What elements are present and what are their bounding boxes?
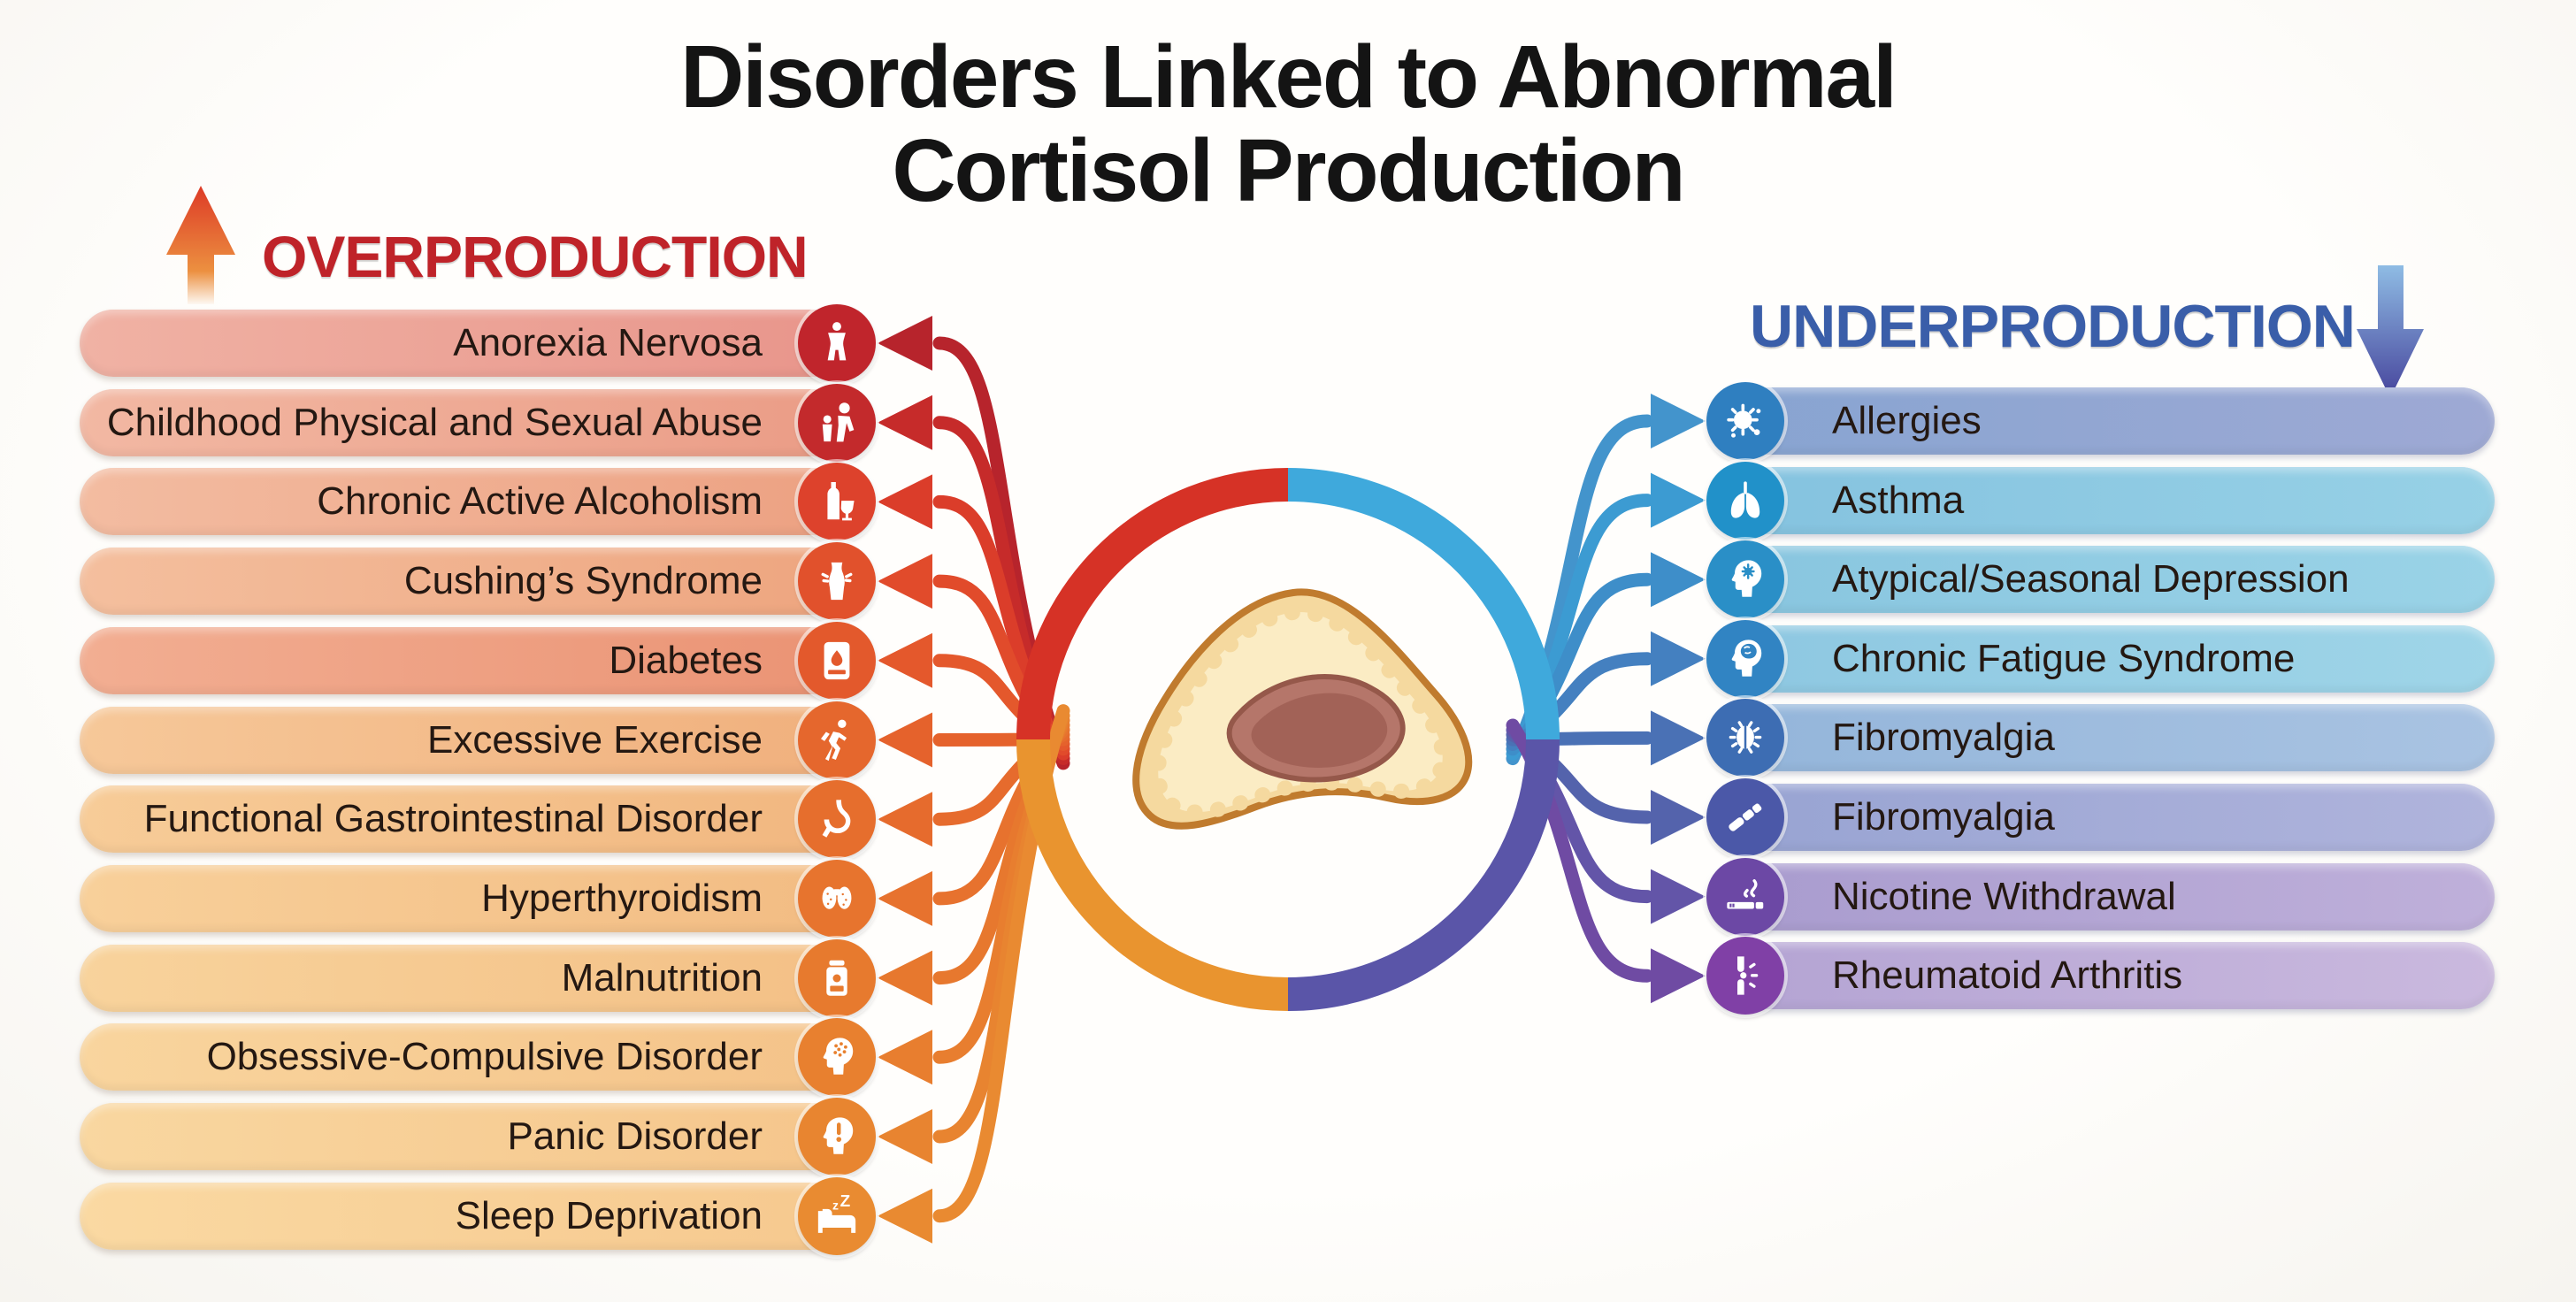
disorder-bar: Rheumatoid Arthritis [1706,937,2495,1015]
food-jar-icon [798,939,876,1017]
page-title-line1: Disorders Linked to Abnormal [680,27,1898,126]
disorder-label: Hyperthyroidism [481,877,763,920]
cortisol-ring [1016,468,1560,1011]
disorder-label: Chronic Active Alcoholism [317,479,763,523]
disorder-label: Asthma [1832,479,1965,522]
disorder-bar: Malnutrition [80,939,876,1017]
disorder-label: Cushing’s Syndrome [403,559,763,602]
fibromyalgia-body-icon [1706,699,1784,777]
overproduction-up-arrow-icon [166,186,235,304]
cigarette-icon [1706,858,1784,936]
disorder-bar: Chronic Active Alcoholism [80,463,876,540]
underproduction-header: UNDERPRODUCTION [1750,293,2356,360]
glucose-meter-icon [798,622,876,700]
svg-text:z: z [832,1198,839,1212]
adrenal-gland-illustration [1132,588,1473,830]
disorder-label: Chronic Fatigue Syndrome [1832,637,2296,680]
disorder-bar: Childhood Physical and Sexual Abuse [80,384,876,462]
disorder-bar: Fibromyalgia [1706,699,2495,777]
cushings-body-icon [798,542,876,620]
abuse-icon [798,384,876,462]
disorder-bar: Fibromyalgia [1706,778,2495,856]
disorder-bar: Nicotine Withdrawal [1706,858,2495,936]
depression-head-icon [1706,540,1784,618]
thin-body-icon [798,304,876,382]
disorder-label: Diabetes [609,639,763,682]
page-title-line2: Cortisol Production [892,121,1685,220]
running-icon [798,701,876,779]
disorder-bar: Panic Disorder [80,1098,876,1176]
brain-head-icon [798,1018,876,1096]
disorder-bar: Allergies [1706,382,2495,460]
disorder-bar: Cushing’s Syndrome [80,542,876,620]
disorder-label: Sleep Deprivation [455,1194,763,1237]
disorder-label: Anorexia Nervosa [453,321,763,364]
bottle-glass-icon [798,463,876,540]
disorder-label: Fibromyalgia [1832,795,2055,839]
disorder-label: Panic Disorder [507,1114,763,1158]
disorder-bar: Obsessive-Compulsive Disorder [80,1018,876,1096]
disorder-label: Fibromyalgia [1832,716,2055,759]
disorder-label: Malnutrition [561,956,763,999]
disorder-label: Atypical/Seasonal Depression [1832,557,2350,601]
svg-text:Z: Z [840,1192,851,1211]
muscle-strip-icon [1706,778,1784,856]
page-title: Disorders Linked to Abnormal Cortisol Pr… [0,30,2576,218]
disorder-bar: Diabetes [80,622,876,700]
disorder-bar: Anorexia Nervosa [80,304,876,382]
fatigue-head-icon [1706,620,1784,698]
disorder-label: Childhood Physical and Sexual Abuse [106,401,763,444]
overproduction-header: OVERPRODUCTION [262,224,809,289]
disorder-label: Allergies [1832,399,1982,442]
underproduction-down-arrow-icon [2357,265,2424,398]
disorder-label: Nicotine Withdrawal [1832,875,2176,918]
lungs-icon [1706,462,1784,540]
disorder-bar: Hyperthyroidism [80,860,876,938]
disorder-label: Functional Gastrointestinal Disorder [143,797,763,840]
disorder-bar: Excessive Exercise [80,701,876,779]
panic-head-icon [798,1098,876,1176]
allergy-pollen-icon [1706,382,1784,460]
joint-icon [1706,937,1784,1015]
disorder-bar: Functional Gastrointestinal Disorder [80,780,876,858]
disorder-label: Obsessive-Compulsive Disorder [206,1035,763,1078]
thyroid-icon [798,860,876,938]
disorder-label: Rheumatoid Arthritis [1832,954,2183,997]
disorder-label: Excessive Exercise [426,718,763,762]
stomach-icon [798,780,876,858]
disorder-bar: Asthma [1706,462,2495,540]
disorder-bar: Chronic Fatigue Syndrome [1706,620,2495,698]
disorder-bar: Atypical/Seasonal Depression [1706,540,2495,618]
